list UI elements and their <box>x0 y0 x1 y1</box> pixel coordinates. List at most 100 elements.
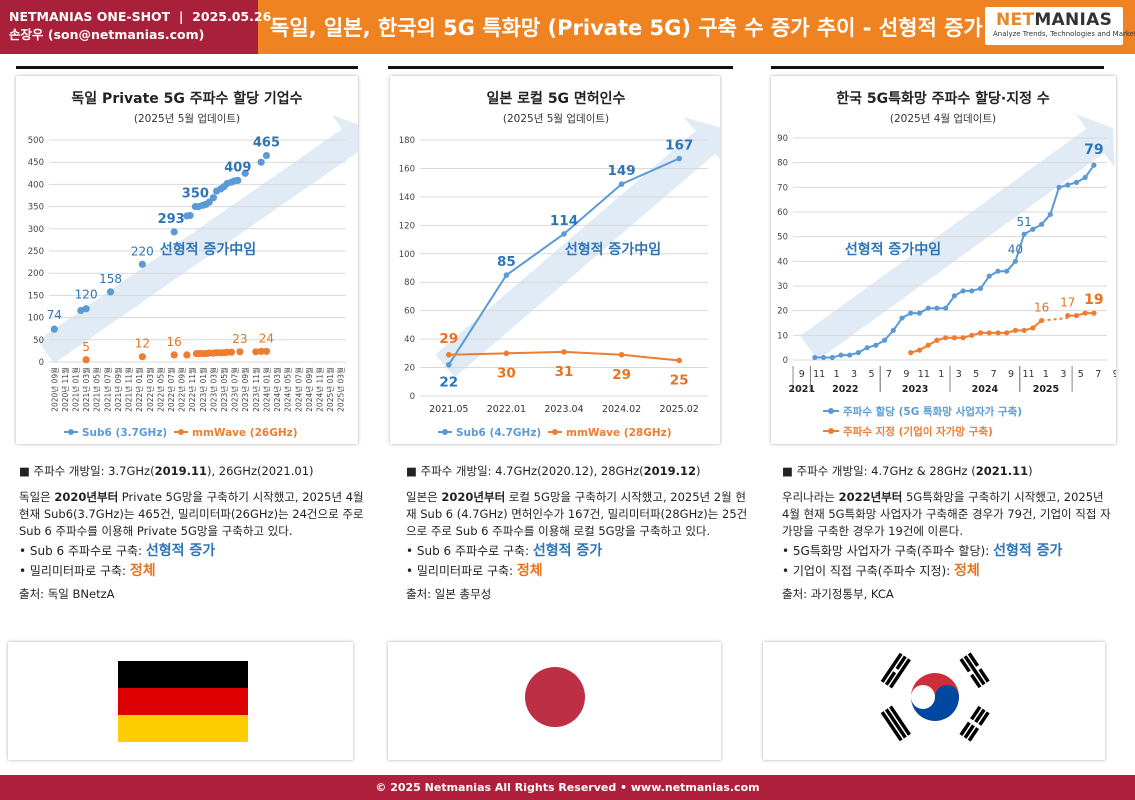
data-point <box>138 260 146 268</box>
data-point <box>446 361 452 368</box>
y-tick-label: 90 <box>777 134 788 144</box>
data-point <box>934 305 940 311</box>
chart-title: 일본 로컬 5G 면허인수 <box>487 90 626 107</box>
data-point <box>262 151 271 160</box>
bullet-sub6: • Sub 6 주파수로 구축: 선형적 증가 <box>406 543 603 559</box>
data-point <box>838 352 844 358</box>
legend-label: Sub6 (3.7GHz) <box>82 427 167 439</box>
data-point <box>934 337 940 343</box>
data-point <box>855 350 862 356</box>
x-tick-label: 2021년 01월 <box>71 367 81 412</box>
series-line <box>910 319 1043 354</box>
x-tick-label: 2023년 07월 <box>230 367 240 412</box>
x-tick-label: 2024.02 <box>602 404 641 415</box>
data-point <box>890 327 896 333</box>
x-tick-label: 2022년 05월 <box>155 367 165 412</box>
data-label: 22 <box>439 375 458 391</box>
data-label: 31 <box>555 364 574 380</box>
data-point <box>106 288 115 296</box>
y-tick-label: 450 <box>28 158 44 168</box>
data-point <box>241 169 249 177</box>
y-tick-label: 400 <box>28 180 44 190</box>
source-note: 출처: 독일 BNetzA <box>19 587 115 601</box>
data-point <box>951 335 957 341</box>
x-tick-label: 11 <box>1022 369 1034 380</box>
x-tick-label: 2022년 07월 <box>166 367 176 412</box>
x-tick-label: 2021년 05월 <box>92 367 102 412</box>
series-line-dashed <box>1041 317 1068 322</box>
freq-open-date: ■ 주파수 개방일: 3.7GHz(2019.11), 26GHz(2021.0… <box>19 464 314 478</box>
data-label: 5 <box>82 340 90 354</box>
data-point <box>252 348 260 356</box>
data-point <box>908 310 914 316</box>
data-point <box>676 357 682 364</box>
data-point <box>986 330 992 336</box>
data-point <box>1012 327 1019 333</box>
data-point <box>503 272 510 278</box>
x-tick-label: 11 <box>918 369 930 380</box>
data-point <box>1065 182 1071 188</box>
y-tick-label: 10 <box>777 331 788 341</box>
data-label: 409 <box>224 160 251 175</box>
germany-chart-panel: 독일 Private 5G 주파수 할당 기업수 (2025년 5월 업데이트) 0… <box>16 76 368 444</box>
y-tick-label: 40 <box>777 257 788 267</box>
data-point <box>995 330 1001 336</box>
data-label: 16 <box>1034 301 1049 315</box>
data-point <box>960 335 966 341</box>
y-tick-label: 120 <box>399 221 415 231</box>
y-tick-label: 60 <box>404 307 415 317</box>
data-label: 16 <box>167 335 182 349</box>
legend-marker <box>552 429 558 435</box>
germany-flag <box>118 661 248 742</box>
bullet-mmwave: • 밀리미터파로 구축: 정체 <box>19 563 156 579</box>
data-label: 30 <box>497 365 516 381</box>
data-point <box>986 273 992 279</box>
x-tick-label: 2022년 09월 <box>177 367 187 412</box>
data-point <box>1012 258 1019 264</box>
data-point <box>561 349 567 355</box>
x-tick-label: 2024년 03월 <box>272 367 282 412</box>
x-year-label: 2025 <box>1033 384 1059 395</box>
logo-tagline: Analyze Trends, Technologies and Market <box>993 30 1135 38</box>
series-line <box>1067 312 1094 317</box>
data-point <box>618 351 625 358</box>
data-point <box>236 348 244 356</box>
legend-label: mmWave (26GHz) <box>192 427 298 439</box>
logo-wordmark: NETMANIAS <box>996 10 1113 30</box>
footer: © 2025 Netmanias All Rights Reserved • w… <box>0 775 1135 800</box>
x-tick-label: 2020년 09월 <box>49 367 59 412</box>
data-point <box>1082 174 1088 181</box>
page-title: 독일, 일본, 한국의 5G 특화망 (Private 5G) 구축 수 증가 … <box>270 16 983 40</box>
x-tick-label: 2022년 11월 <box>187 367 197 412</box>
data-point <box>186 211 194 220</box>
section-rule <box>16 66 358 69</box>
data-point <box>1047 211 1053 218</box>
data-point <box>899 315 905 321</box>
data-point <box>170 228 178 236</box>
section-rule <box>771 66 1104 69</box>
data-point <box>170 351 178 359</box>
korea-flag-panel <box>763 642 1105 760</box>
data-label: 350 <box>182 187 209 202</box>
x-tick-label: 9 <box>1113 369 1116 380</box>
x-tick-label: 2022.01 <box>487 404 526 415</box>
x-tick-label: 2021년 09월 <box>113 367 123 412</box>
data-point <box>1091 310 1097 316</box>
japan-flag-panel <box>388 642 721 760</box>
data-point <box>951 293 957 299</box>
x-tick-label: 2021년 11월 <box>124 367 134 412</box>
data-point <box>257 347 265 355</box>
bullet-sub6: • Sub 6 주파수로 구축: 선형적 증가 <box>19 543 216 559</box>
korea-flag <box>880 652 990 742</box>
data-point <box>676 155 682 162</box>
legend-marker <box>68 429 74 435</box>
data-point <box>1004 330 1010 336</box>
chart-title: 한국 5G특화망 주파수 할당·지정 수 <box>836 90 1050 107</box>
chart-subtitle: (2025년 5월 업데이트) <box>134 112 240 125</box>
data-point <box>916 310 923 316</box>
x-tick-label: 2024년 11월 <box>314 367 324 412</box>
data-point <box>183 351 191 359</box>
data-label: 23 <box>232 332 247 346</box>
data-point <box>1091 162 1097 168</box>
netmanias-logo: NETMANIAS Analyze Trends, Technologies a… <box>985 7 1135 45</box>
